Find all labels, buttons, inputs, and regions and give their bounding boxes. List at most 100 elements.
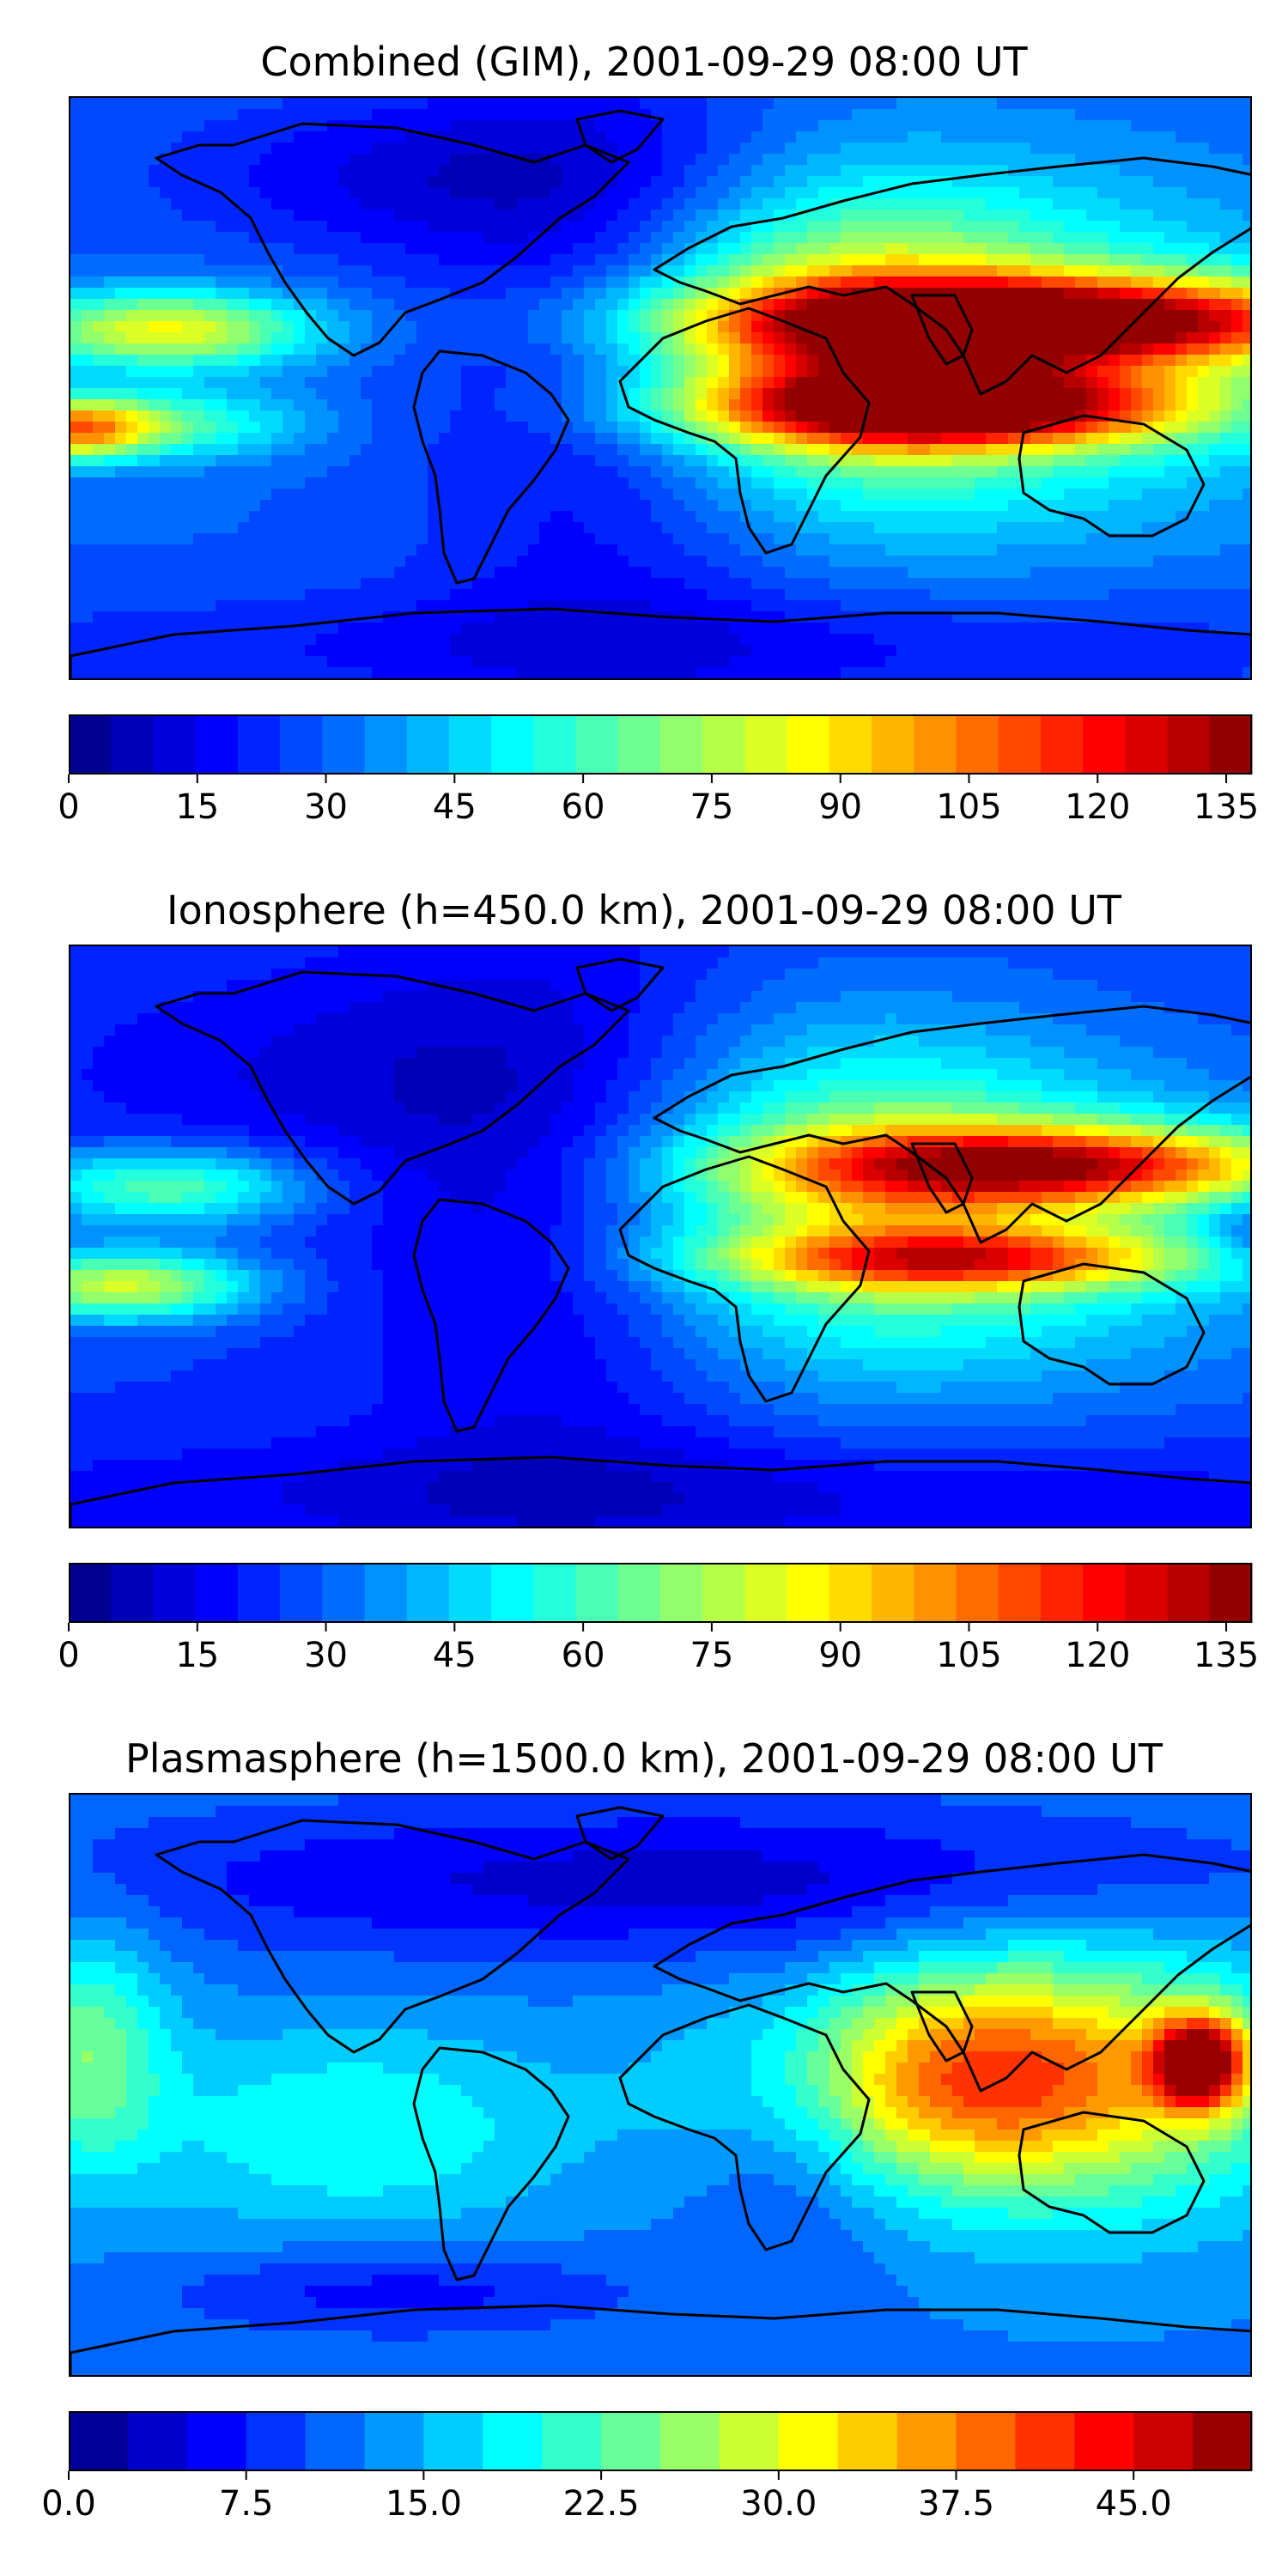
field-cell bbox=[1153, 533, 1165, 545]
field-cell bbox=[740, 578, 752, 590]
field-cell bbox=[930, 489, 942, 501]
field-cell bbox=[1075, 444, 1087, 456]
field-cell bbox=[539, 522, 551, 534]
field-cell bbox=[729, 210, 741, 222]
field-cell bbox=[472, 176, 484, 188]
field-cell bbox=[1131, 500, 1143, 512]
field-cell bbox=[271, 221, 283, 233]
field-cell bbox=[975, 299, 987, 311]
field-cell bbox=[260, 176, 272, 188]
field-cell bbox=[238, 299, 250, 311]
field-cell bbox=[852, 198, 864, 210]
field-cell bbox=[1231, 399, 1243, 411]
field-cell bbox=[405, 288, 417, 300]
field-cell bbox=[1187, 422, 1199, 434]
field-cell bbox=[115, 589, 127, 601]
field-cell bbox=[193, 410, 205, 422]
field-cell bbox=[751, 489, 763, 501]
field-cell bbox=[283, 500, 295, 512]
field-cell bbox=[1019, 276, 1031, 289]
field-cell bbox=[327, 567, 339, 579]
field-cell bbox=[528, 299, 540, 311]
field-cell bbox=[696, 399, 708, 411]
field-cell bbox=[1187, 533, 1199, 545]
field-cell bbox=[684, 109, 696, 121]
field-cell bbox=[528, 276, 540, 289]
field-cell bbox=[149, 109, 161, 121]
field-cell bbox=[305, 355, 317, 367]
field-cell bbox=[707, 265, 719, 277]
field-cell bbox=[1164, 489, 1176, 501]
field-cell bbox=[852, 600, 864, 612]
field-cell bbox=[305, 511, 317, 523]
field-cell bbox=[718, 187, 730, 199]
field-cell bbox=[1097, 243, 1109, 255]
field-cell bbox=[227, 377, 239, 389]
field-cell bbox=[651, 98, 663, 110]
field-cell bbox=[1209, 511, 1221, 523]
field-cell bbox=[171, 310, 183, 322]
field-cell bbox=[394, 332, 406, 344]
field-cell bbox=[283, 366, 295, 378]
field-cell bbox=[1187, 187, 1199, 199]
field-cell bbox=[1042, 343, 1054, 355]
field-cell bbox=[1198, 243, 1210, 255]
field-cell bbox=[1176, 611, 1188, 623]
field-cell bbox=[137, 477, 149, 489]
field-cell bbox=[963, 232, 975, 244]
field-cell bbox=[126, 299, 138, 311]
field-cell bbox=[573, 243, 585, 255]
field-cell bbox=[1164, 131, 1176, 143]
field-cell bbox=[762, 477, 775, 489]
field-cell bbox=[963, 533, 975, 545]
field-cell bbox=[104, 589, 116, 601]
field-cell bbox=[416, 567, 428, 579]
field-cell bbox=[483, 433, 495, 445]
field-cell bbox=[506, 143, 518, 155]
field-cell bbox=[606, 143, 618, 155]
field-cell bbox=[1019, 265, 1031, 277]
field-cell bbox=[829, 154, 841, 166]
field-cell bbox=[1030, 310, 1042, 322]
field-cell bbox=[1109, 198, 1121, 210]
field-cell bbox=[506, 578, 518, 590]
field-cell bbox=[852, 321, 864, 333]
field-cell bbox=[483, 366, 495, 378]
field-cell bbox=[617, 477, 629, 489]
field-cell bbox=[1142, 544, 1154, 556]
field-cell bbox=[428, 254, 440, 266]
field-cell bbox=[841, 399, 853, 411]
field-cell bbox=[193, 377, 205, 389]
field-cell bbox=[1198, 109, 1210, 121]
field-cell bbox=[149, 343, 161, 355]
field-cell bbox=[829, 120, 841, 132]
field-cell bbox=[1097, 276, 1109, 289]
field-cell bbox=[238, 355, 250, 367]
field-cell bbox=[495, 98, 507, 110]
field-cell bbox=[160, 544, 172, 556]
field-cell bbox=[1220, 477, 1232, 489]
field-cell bbox=[428, 210, 440, 222]
field-cell bbox=[349, 544, 361, 556]
field-cell bbox=[651, 556, 663, 568]
field-cell bbox=[539, 165, 551, 177]
field-cell bbox=[383, 600, 395, 612]
field-cell bbox=[1075, 533, 1087, 545]
field-cell bbox=[472, 299, 484, 311]
field-cell bbox=[495, 444, 507, 456]
field-cell bbox=[1086, 511, 1098, 523]
field-cell bbox=[506, 131, 518, 143]
field-cell bbox=[238, 589, 250, 601]
field-cell bbox=[182, 589, 194, 601]
field-cell bbox=[137, 544, 149, 556]
field-cell bbox=[606, 600, 618, 612]
field-cell bbox=[316, 477, 328, 489]
field-cell bbox=[1153, 578, 1165, 590]
field-cell bbox=[595, 343, 607, 355]
field-cell bbox=[539, 611, 551, 623]
field-cell bbox=[472, 154, 484, 166]
field-cell bbox=[1209, 355, 1221, 367]
field-cell bbox=[1086, 232, 1098, 244]
field-cell bbox=[472, 310, 484, 322]
field-cell bbox=[1164, 210, 1176, 222]
